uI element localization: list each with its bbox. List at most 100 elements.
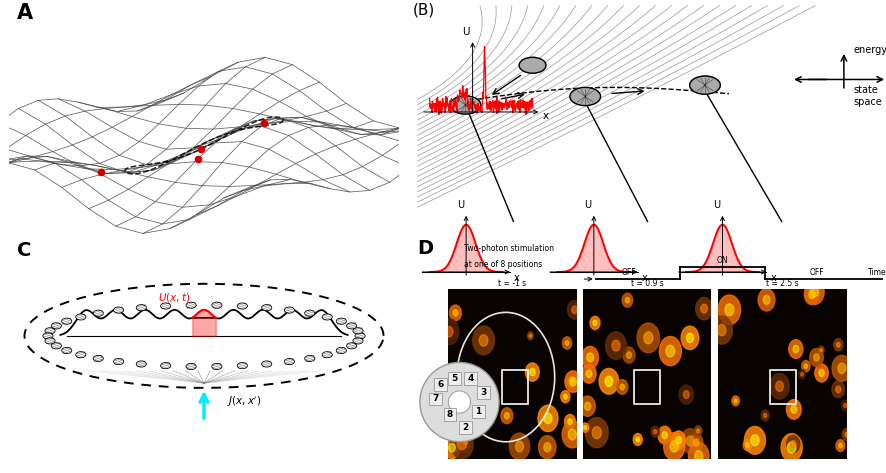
Circle shape — [835, 386, 840, 393]
Circle shape — [682, 391, 688, 398]
Circle shape — [45, 328, 55, 334]
Circle shape — [160, 363, 171, 369]
Circle shape — [731, 396, 739, 406]
FancyBboxPatch shape — [471, 405, 485, 418]
Circle shape — [444, 412, 451, 421]
Circle shape — [581, 364, 595, 383]
Circle shape — [619, 384, 624, 390]
Circle shape — [461, 436, 470, 448]
Circle shape — [797, 370, 804, 379]
Circle shape — [643, 332, 652, 344]
Circle shape — [808, 290, 814, 298]
Circle shape — [543, 443, 550, 452]
Circle shape — [711, 316, 732, 344]
Circle shape — [515, 441, 523, 452]
Circle shape — [284, 307, 294, 313]
Circle shape — [658, 336, 680, 366]
Text: OFF: OFF — [808, 268, 823, 277]
Circle shape — [75, 351, 86, 358]
Circle shape — [570, 88, 600, 105]
Text: 5: 5 — [451, 374, 457, 383]
Circle shape — [688, 443, 708, 470]
FancyBboxPatch shape — [463, 372, 477, 385]
Text: A: A — [17, 2, 33, 23]
Circle shape — [538, 436, 556, 459]
Circle shape — [842, 429, 851, 440]
FancyBboxPatch shape — [477, 386, 489, 399]
Circle shape — [353, 338, 362, 344]
Circle shape — [786, 436, 799, 453]
Circle shape — [742, 439, 750, 451]
Circle shape — [650, 426, 658, 437]
Circle shape — [113, 359, 123, 365]
Text: Two-photon stimulation: Two-photon stimulation — [463, 244, 553, 253]
Circle shape — [686, 333, 693, 342]
Text: U: U — [584, 200, 591, 210]
Circle shape — [587, 353, 593, 362]
Text: state
space: state space — [852, 85, 882, 107]
Circle shape — [472, 326, 494, 355]
Circle shape — [801, 360, 809, 372]
Circle shape — [809, 349, 822, 367]
Circle shape — [457, 408, 473, 429]
Text: U: U — [456, 200, 463, 210]
Circle shape — [675, 437, 680, 444]
Circle shape — [818, 369, 823, 377]
Circle shape — [843, 403, 846, 408]
Circle shape — [581, 423, 588, 432]
Circle shape — [694, 451, 702, 462]
Circle shape — [750, 435, 758, 446]
Circle shape — [467, 420, 480, 438]
Circle shape — [478, 335, 487, 346]
Circle shape — [689, 76, 719, 94]
Circle shape — [717, 324, 725, 336]
Circle shape — [635, 437, 639, 442]
Circle shape — [448, 391, 470, 413]
Circle shape — [760, 410, 768, 421]
Circle shape — [792, 345, 797, 353]
Circle shape — [786, 400, 800, 419]
Circle shape — [653, 429, 656, 434]
Circle shape — [51, 343, 61, 349]
Circle shape — [346, 343, 356, 349]
Circle shape — [745, 443, 749, 447]
Circle shape — [529, 334, 531, 337]
Circle shape — [237, 303, 247, 309]
Circle shape — [734, 399, 736, 403]
FancyBboxPatch shape — [448, 372, 461, 385]
Circle shape — [804, 364, 806, 368]
Circle shape — [592, 427, 601, 438]
Circle shape — [788, 340, 802, 359]
Circle shape — [568, 429, 576, 440]
Circle shape — [504, 412, 509, 419]
Circle shape — [463, 439, 467, 445]
FancyBboxPatch shape — [443, 408, 455, 421]
Title: t = 2.5 s: t = 2.5 s — [766, 279, 798, 288]
Text: x: x — [770, 273, 775, 283]
Circle shape — [840, 400, 849, 411]
Circle shape — [470, 425, 476, 432]
Circle shape — [583, 426, 586, 429]
Circle shape — [186, 302, 196, 308]
Circle shape — [693, 439, 698, 446]
Circle shape — [478, 396, 483, 403]
Circle shape — [322, 314, 332, 320]
Title: t = -1 s: t = -1 s — [498, 279, 525, 288]
Circle shape — [354, 333, 365, 339]
Circle shape — [538, 405, 557, 431]
Circle shape — [445, 326, 453, 337]
Circle shape — [237, 363, 247, 369]
Circle shape — [563, 394, 566, 399]
Circle shape — [93, 355, 104, 361]
Circle shape — [700, 304, 707, 313]
Circle shape — [462, 414, 468, 423]
Circle shape — [439, 319, 458, 345]
Bar — [769, 370, 795, 404]
Circle shape — [605, 332, 626, 359]
Circle shape — [113, 307, 123, 313]
Circle shape — [696, 429, 699, 433]
Circle shape — [769, 374, 789, 399]
Circle shape — [479, 398, 481, 401]
Circle shape — [579, 396, 595, 416]
Circle shape — [457, 438, 466, 450]
